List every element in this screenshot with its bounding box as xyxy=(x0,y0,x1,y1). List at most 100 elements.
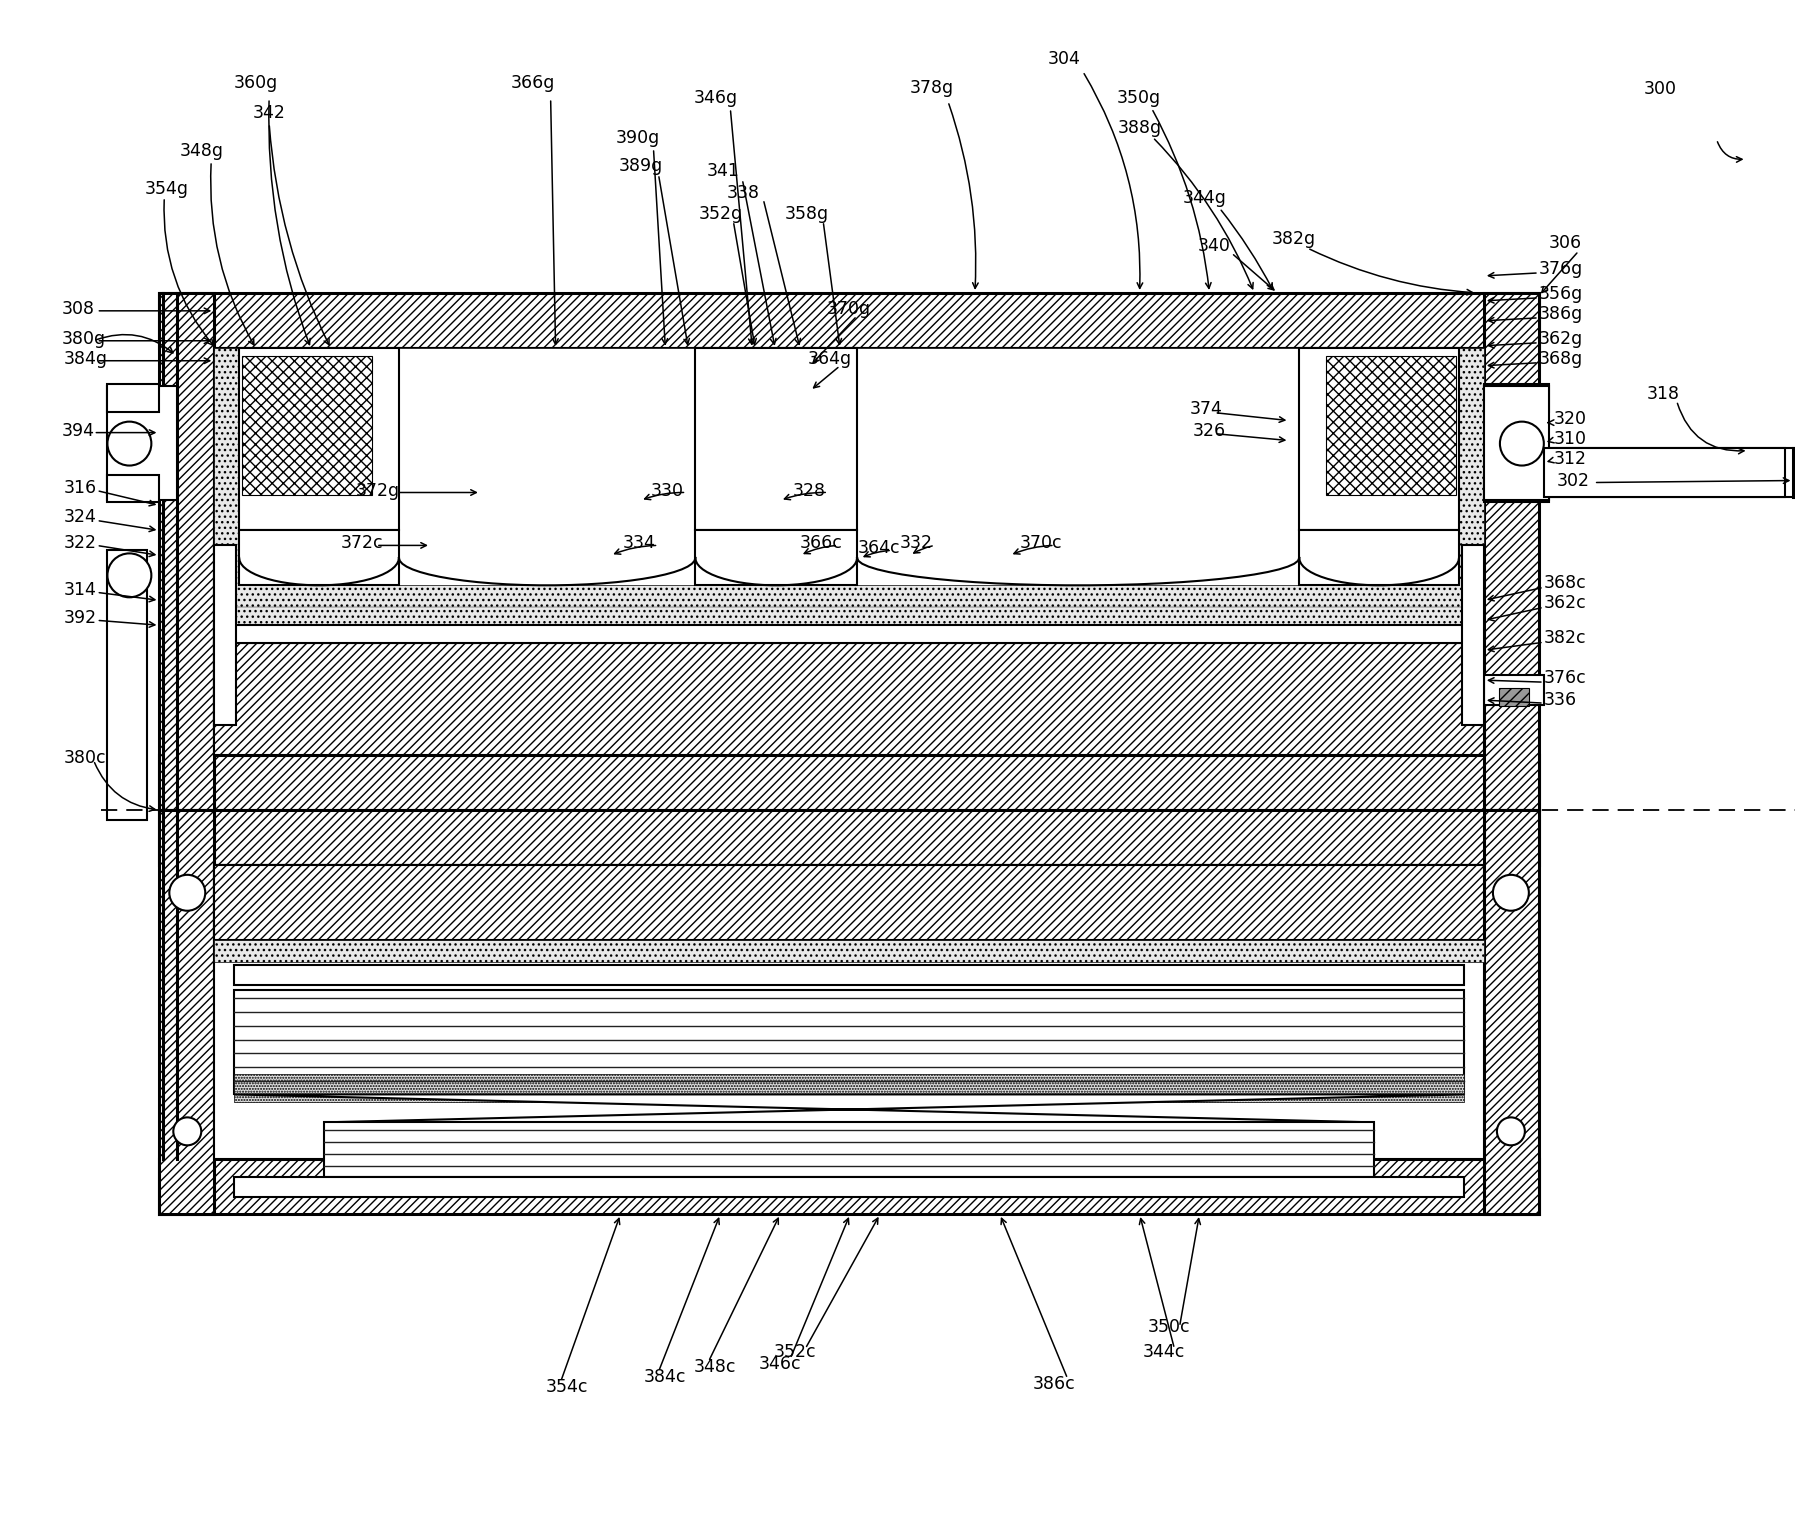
Text: 374: 374 xyxy=(1190,400,1222,418)
Text: 389g: 389g xyxy=(618,157,663,175)
Bar xyxy=(234,1177,1465,1197)
Text: 348c: 348c xyxy=(694,1357,735,1376)
Bar xyxy=(160,294,1538,347)
Text: 370g: 370g xyxy=(827,300,872,318)
Text: 376c: 376c xyxy=(1544,669,1587,687)
Text: 350g: 350g xyxy=(1116,89,1161,108)
Text: 390g: 390g xyxy=(616,129,659,148)
Bar xyxy=(214,865,1484,1159)
Bar xyxy=(239,347,399,530)
Text: 364g: 364g xyxy=(809,350,852,367)
Text: 338: 338 xyxy=(726,184,760,201)
Bar xyxy=(160,755,1538,810)
Text: 340: 340 xyxy=(1197,237,1231,255)
Bar xyxy=(108,386,178,501)
Text: 346g: 346g xyxy=(694,89,737,108)
Text: 368c: 368c xyxy=(1544,575,1587,592)
Bar xyxy=(234,990,1465,1094)
Bar xyxy=(160,810,1538,865)
Text: 378g: 378g xyxy=(909,80,954,97)
Text: 342: 342 xyxy=(253,105,286,121)
Text: 352g: 352g xyxy=(699,204,742,223)
Bar xyxy=(1299,347,1459,530)
Polygon shape xyxy=(234,1094,1465,1122)
Bar xyxy=(160,1159,1538,1214)
Text: 386g: 386g xyxy=(1538,304,1583,323)
Bar xyxy=(695,347,857,530)
Text: 344c: 344c xyxy=(1143,1343,1184,1360)
Text: 358g: 358g xyxy=(783,204,828,223)
Text: 304: 304 xyxy=(1048,51,1080,68)
Text: 366c: 366c xyxy=(800,535,843,552)
Circle shape xyxy=(169,875,205,911)
Bar xyxy=(1484,810,1538,1214)
Bar xyxy=(857,347,1299,586)
Text: 300: 300 xyxy=(1644,80,1677,98)
Bar xyxy=(323,1122,1375,1177)
Text: 382g: 382g xyxy=(1270,231,1315,247)
Text: 386c: 386c xyxy=(1033,1376,1076,1393)
Text: 394: 394 xyxy=(61,421,95,440)
Text: 316: 316 xyxy=(63,478,97,496)
Bar xyxy=(1484,475,1549,503)
Bar xyxy=(108,550,147,819)
Bar xyxy=(214,347,1484,626)
Text: 362g: 362g xyxy=(1538,330,1583,347)
Text: 380g: 380g xyxy=(61,330,106,347)
Text: 362c: 362c xyxy=(1544,595,1587,612)
Text: 366g: 366g xyxy=(510,74,555,92)
Text: 372g: 372g xyxy=(356,481,401,500)
Text: 376g: 376g xyxy=(1538,260,1583,278)
Bar xyxy=(234,965,1465,985)
Bar xyxy=(243,355,372,495)
Text: 322: 322 xyxy=(63,535,97,552)
Text: 308: 308 xyxy=(61,300,95,318)
Text: 328: 328 xyxy=(792,481,825,500)
Polygon shape xyxy=(239,530,399,586)
Bar xyxy=(160,294,214,810)
Bar xyxy=(1484,384,1549,412)
Text: 330: 330 xyxy=(651,481,683,500)
Text: 392: 392 xyxy=(63,609,97,627)
Text: 334: 334 xyxy=(622,535,656,552)
Bar xyxy=(234,1074,1465,1102)
Circle shape xyxy=(1497,1117,1526,1145)
Bar xyxy=(399,347,695,586)
Circle shape xyxy=(173,1117,201,1145)
Polygon shape xyxy=(695,530,857,586)
Text: 346c: 346c xyxy=(758,1356,801,1373)
Bar xyxy=(1544,447,1786,498)
Bar xyxy=(1463,546,1484,725)
Bar xyxy=(214,347,1484,755)
Text: 384c: 384c xyxy=(643,1368,686,1386)
Text: 354c: 354c xyxy=(546,1377,588,1396)
Bar xyxy=(1499,689,1529,705)
Text: 356g: 356g xyxy=(1538,284,1583,303)
Text: 336: 336 xyxy=(1544,692,1578,709)
Text: 368g: 368g xyxy=(1538,350,1583,367)
Text: 382c: 382c xyxy=(1544,629,1587,647)
Bar xyxy=(108,475,160,503)
Bar xyxy=(214,642,1484,755)
Text: 372c: 372c xyxy=(341,535,383,552)
Bar xyxy=(214,939,1484,962)
Text: 341: 341 xyxy=(706,161,739,180)
Text: 312: 312 xyxy=(1554,449,1587,467)
Bar xyxy=(1484,294,1538,810)
Text: 324: 324 xyxy=(63,509,97,527)
Circle shape xyxy=(1500,421,1544,466)
Text: 302: 302 xyxy=(1556,472,1590,489)
Bar xyxy=(214,865,1484,939)
Text: 348g: 348g xyxy=(180,141,223,160)
Text: 380c: 380c xyxy=(63,749,106,767)
Text: 354g: 354g xyxy=(144,180,189,198)
Bar xyxy=(1326,355,1456,495)
Text: 306: 306 xyxy=(1549,234,1581,252)
Text: 350c: 350c xyxy=(1148,1319,1190,1336)
Bar xyxy=(214,626,1484,642)
Text: 384g: 384g xyxy=(63,350,108,367)
Bar xyxy=(108,384,160,412)
Text: 360g: 360g xyxy=(234,74,277,92)
Text: 326: 326 xyxy=(1193,421,1226,440)
Bar xyxy=(1484,386,1549,501)
